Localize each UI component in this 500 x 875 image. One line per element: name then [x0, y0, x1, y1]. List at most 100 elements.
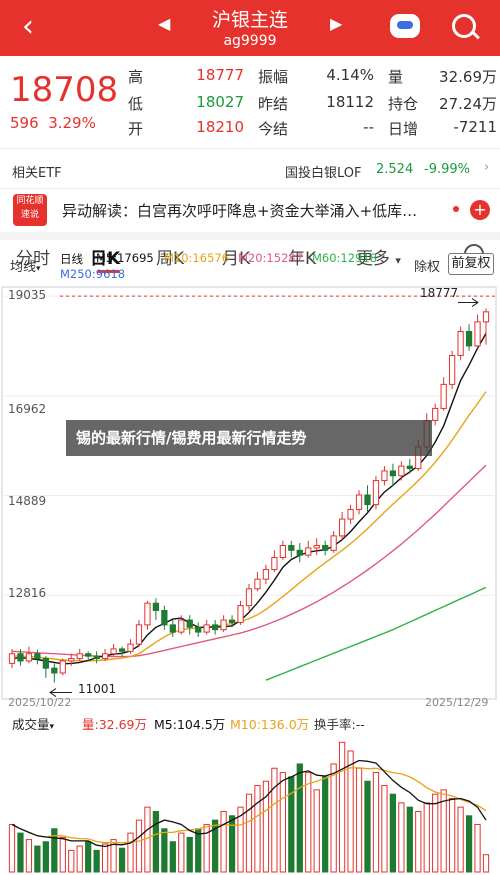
- candle-up: [144, 602, 151, 626]
- price-change: 596 3.29%: [10, 114, 96, 132]
- ma-dropdown[interactable]: 均线▾: [10, 256, 41, 275]
- candle-down: [465, 330, 473, 347]
- exright-button[interactable]: 除权: [414, 260, 441, 275]
- volume-bar-up: [415, 810, 422, 873]
- volume-bar-down: [118, 847, 126, 873]
- etf-label: 相关ETF: [12, 166, 62, 181]
- ma-dropdown-label: 均线: [10, 260, 37, 275]
- volume-bar-up: [245, 793, 253, 873]
- volume-bar-up: [144, 806, 151, 873]
- related-etf-row[interactable]: 相关ETF 国投白银LOF 2.524 -9.99% ›: [0, 150, 500, 188]
- ma60-line: [265, 586, 487, 681]
- y-tick-label: 19035: [8, 288, 47, 302]
- candle-up: [372, 480, 380, 506]
- volume-bar-down: [228, 815, 236, 873]
- candle-up: [25, 653, 33, 662]
- tab-weekly-k[interactable]: 周K: [156, 249, 185, 269]
- candle-up: [381, 470, 388, 482]
- low-annotation: 11001: [78, 682, 117, 696]
- volume-header: 成交量▾ 量:32.69万 M5:104.5万 M10:136.0万 换手率:-…: [0, 712, 500, 732]
- candle-up: [127, 643, 134, 652]
- search-icon[interactable]: [452, 14, 476, 38]
- y-tick-label: 12816: [8, 586, 47, 600]
- volume-dropdown-label: 成交量: [12, 717, 50, 732]
- volume-bar-up: [262, 780, 270, 873]
- kline-chart[interactable]: [0, 285, 500, 705]
- candle-down: [296, 549, 303, 556]
- etf-fund-price: 2.524: [376, 162, 414, 177]
- volume-bar-down: [322, 776, 329, 873]
- next-contract-triangle-icon[interactable]: ▶: [330, 14, 343, 33]
- volume-bar-up: [101, 843, 109, 873]
- back-chevron-icon[interactable]: ‹: [22, 9, 34, 44]
- volume-dropdown[interactable]: 成交量▾: [12, 714, 54, 733]
- quote-field-value: 32.69万: [439, 68, 497, 86]
- news-banner[interactable]: 同花顺 速说 异动解读：白宫再次呼吁降息+资金大举涌入+低库… +: [0, 190, 500, 230]
- last-price: 18708: [10, 70, 119, 110]
- quote-field-value: 4.14%: [326, 66, 374, 84]
- volume-bar-down: [195, 828, 202, 873]
- article-title-overlay: 锡的最新行情/锡费用最新行情走势: [66, 420, 432, 456]
- tab-monthly-k[interactable]: 月K: [222, 249, 251, 269]
- tab-daily-k[interactable]: 日K: [90, 249, 121, 269]
- candle-up: [482, 311, 490, 323]
- volume-value: 量:32.69万: [82, 717, 147, 732]
- candle-up: [457, 330, 464, 357]
- candle-up: [262, 569, 270, 580]
- volume-m10: M10:136.0万: [230, 717, 310, 732]
- quote-field-value: 18112: [326, 93, 374, 111]
- prev-contract-triangle-icon[interactable]: ◀: [158, 14, 171, 33]
- news-headline: 异动解读：白宫再次呼吁降息+资金大举涌入+低库…: [62, 202, 418, 220]
- volume-bar-up: [398, 802, 405, 873]
- volume-bar-up: [372, 772, 380, 873]
- tab-intraday[interactable]: 分时: [16, 249, 50, 269]
- volume-bar-up: [25, 839, 33, 873]
- candle-down: [93, 655, 100, 660]
- y-tick-label: 16962: [8, 402, 47, 416]
- add-button[interactable]: +: [470, 200, 490, 220]
- ma10-line: [12, 391, 487, 662]
- divider: [0, 148, 500, 149]
- tab-more[interactable]: 更多 ▾: [356, 244, 401, 269]
- candle-up: [279, 545, 286, 559]
- volume-bar-up: [347, 750, 354, 873]
- volume-ma5-line: [11, 759, 487, 848]
- quote-field-label: 昨结: [258, 95, 289, 113]
- candle-down: [228, 619, 236, 623]
- ma20-value: M20:15287: [238, 251, 304, 265]
- candle-up: [355, 494, 363, 510]
- header-bar: ‹ ◀ 沪银主连 ag9999 ▶: [0, 0, 500, 56]
- volume-bar-down: [161, 828, 168, 873]
- candle-up: [178, 619, 185, 633]
- candle-down: [364, 494, 371, 506]
- volume-chart[interactable]: [0, 732, 500, 875]
- candle-down: [288, 545, 295, 551]
- candle-up: [8, 653, 16, 664]
- quote-panel: 18708 596 3.29% 高 18777 振幅 4.14% 量 32.69万低 180…: [0, 56, 500, 148]
- candle-up: [237, 605, 244, 623]
- turnover-rate: 换手率:--: [314, 717, 365, 732]
- volume-bar-down: [364, 780, 371, 873]
- volume-bar-down: [186, 836, 193, 873]
- quote-field-value: 18210: [196, 118, 244, 136]
- contract-code: ag9999: [223, 33, 277, 49]
- low-arrowhead: [49, 688, 57, 697]
- period-label: 日线: [60, 252, 83, 266]
- candle-down: [85, 653, 92, 657]
- quote-field-label: 低: [128, 95, 144, 113]
- volume-bar-down: [93, 849, 100, 873]
- volume-bar-up: [135, 819, 143, 873]
- candle-up: [76, 653, 83, 660]
- candle-up: [68, 658, 75, 662]
- tab-yearly-k[interactable]: 年K: [288, 249, 317, 269]
- candle-up: [474, 321, 481, 347]
- volume-bar-up: [423, 802, 430, 873]
- quote-field-value: -7211: [453, 118, 497, 136]
- ma10-value: M10:16576: [164, 251, 230, 265]
- volume-bar-up: [203, 823, 210, 873]
- volume-bar-up: [457, 806, 464, 873]
- candle-down: [212, 624, 219, 631]
- volume-bar-up: [68, 849, 75, 873]
- assistant-robot-icon[interactable]: [390, 14, 420, 38]
- forward-adjust-button[interactable]: 前复权: [448, 253, 494, 275]
